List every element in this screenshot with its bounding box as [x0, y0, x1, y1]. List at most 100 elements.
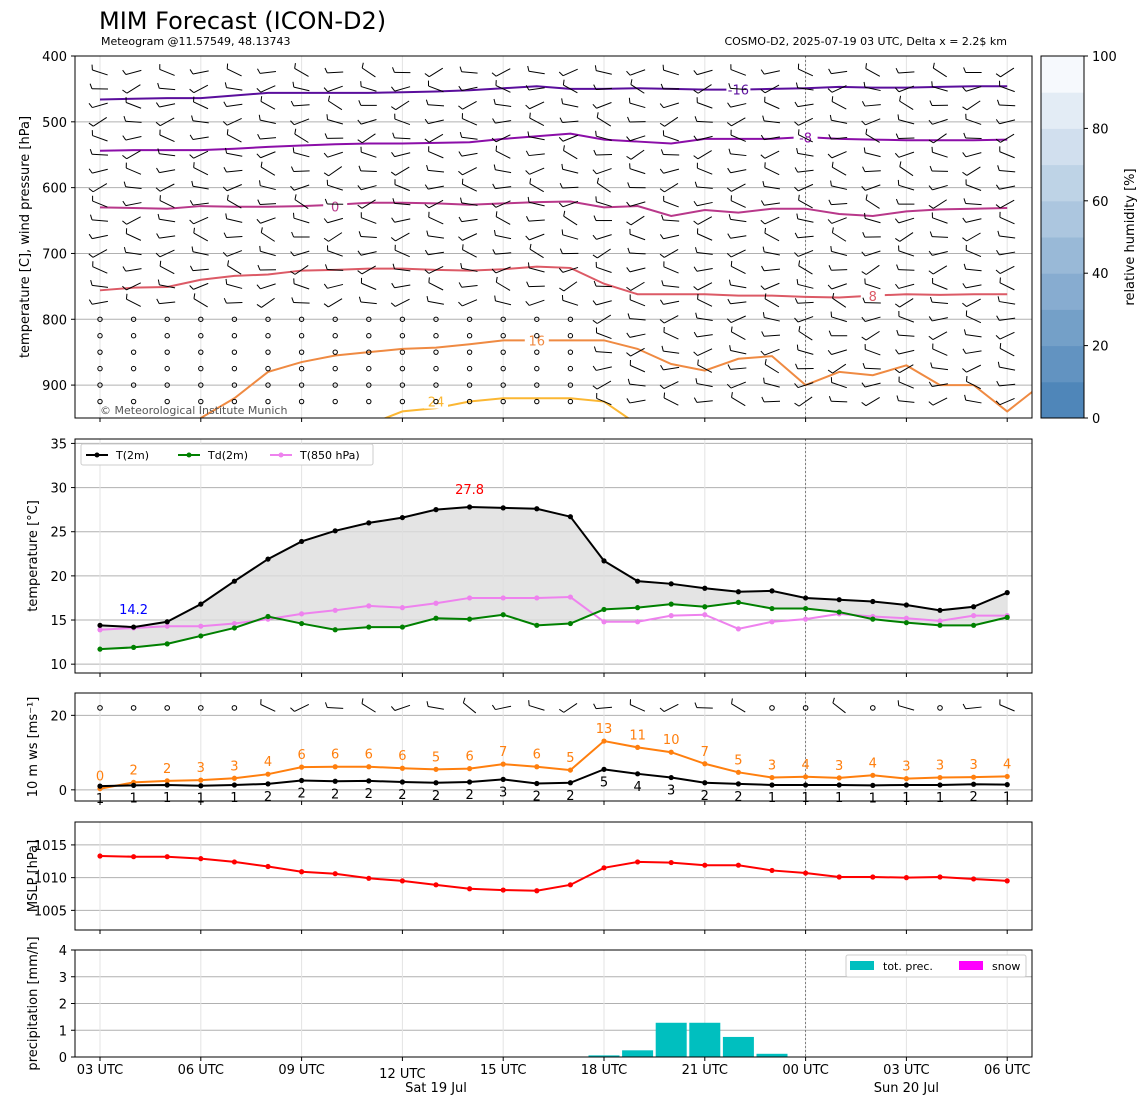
barb-staff	[159, 236, 175, 238]
series-t2m-point	[165, 619, 170, 624]
wind-barb-icon	[461, 244, 479, 257]
wind-barb-icon	[325, 67, 343, 73]
series-mslp-point	[937, 874, 942, 879]
barb-feather	[527, 66, 530, 71]
barb-feather	[559, 287, 564, 292]
series-t850-point	[400, 605, 405, 610]
barb-feather	[661, 346, 664, 351]
wind-barb-icon	[929, 181, 948, 191]
series-gust-point	[400, 766, 405, 771]
barb-feather	[259, 699, 263, 704]
wind-barb-icon	[662, 261, 681, 273]
barb-staff	[664, 201, 679, 207]
wind-barb-icon	[862, 100, 880, 107]
barb-feather	[191, 181, 194, 186]
barb-feather	[763, 97, 767, 102]
series-t850-point	[803, 617, 808, 622]
barb-feather	[931, 344, 935, 349]
series-wind-speed-point	[635, 771, 640, 776]
barb-feather	[762, 312, 765, 317]
colorbar-segment	[1041, 237, 1084, 274]
barb-staff	[798, 236, 814, 237]
wind-speed-label: 3	[667, 784, 675, 799]
wind-barb-icon	[324, 81, 343, 92]
wind-barb-icon	[996, 196, 1014, 209]
barb-staff	[159, 104, 175, 107]
barb-feather	[391, 86, 394, 91]
barb-feather	[696, 360, 700, 365]
barb-staff	[664, 267, 679, 273]
calm-wind-icon	[333, 350, 337, 354]
barb-staff	[898, 72, 914, 73]
barb-feather	[694, 351, 698, 356]
wind-barb-icon	[562, 211, 580, 225]
barb-staff	[260, 218, 275, 223]
wind-barb-icon	[427, 81, 446, 92]
barb-staff	[260, 71, 276, 73]
wind-barb-icon	[895, 228, 913, 242]
barb-staff	[361, 283, 376, 289]
precip-bar	[656, 1023, 687, 1057]
barb-feather	[829, 181, 832, 186]
wind-barb-icon	[324, 280, 343, 289]
series-td2m-point	[534, 623, 539, 628]
calm-wind-icon	[266, 350, 270, 354]
barb-feather	[964, 198, 966, 203]
barb-feather	[89, 187, 93, 192]
barb-staff	[328, 101, 341, 110]
barb-feather	[493, 118, 496, 123]
series-wind-speed-point	[601, 767, 606, 772]
wind-barb-icon	[930, 100, 948, 105]
series-t2m-point	[299, 539, 304, 544]
barb-staff	[362, 200, 376, 208]
wind-barb-icon	[862, 246, 881, 256]
barb-staff	[228, 266, 242, 274]
barb-feather	[392, 283, 395, 288]
barb-staff	[226, 104, 242, 106]
calm-wind-icon	[131, 350, 135, 354]
calm-wind-icon	[131, 366, 135, 370]
wind-barb-icon	[324, 294, 342, 308]
barb-feather	[863, 147, 866, 152]
wind-barb-icon	[593, 230, 612, 240]
wind-barb-icon	[863, 166, 881, 172]
series-t2m-point	[937, 608, 942, 613]
barb-feather	[897, 180, 900, 185]
barb-staff	[92, 220, 108, 221]
wind-barb-icon	[762, 330, 780, 336]
wind-barb-icon	[89, 230, 108, 239]
barb-feather	[192, 228, 196, 233]
wind-barb-icon	[761, 147, 779, 160]
barb-feather	[931, 212, 935, 217]
calm-wind-icon	[367, 399, 371, 403]
barb-staff	[362, 68, 375, 77]
wind-speed-label: 2	[264, 790, 272, 805]
calm-wind-icon	[467, 334, 471, 338]
barb-feather	[962, 237, 966, 242]
series-gust-point	[769, 775, 774, 780]
barb-feather	[964, 133, 966, 138]
barb-staff	[832, 218, 847, 224]
series-mslp-point	[400, 878, 405, 883]
wind-barb-icon	[962, 229, 980, 242]
wind-barb-icon	[158, 195, 176, 207]
barb-feather	[932, 63, 936, 68]
gust-label: 6	[331, 748, 339, 763]
barb-staff	[664, 103, 679, 108]
series-mslp-point	[635, 859, 640, 864]
wind-speed-label: 2	[533, 789, 541, 804]
isotherm-line	[100, 134, 1007, 151]
barb-feather	[897, 245, 901, 250]
barb-staff	[160, 135, 175, 142]
barb-feather	[628, 98, 631, 103]
barb-feather	[996, 250, 999, 255]
barb-feather	[190, 69, 193, 74]
isotherm-label: 16	[529, 334, 546, 349]
wind-barb-icon	[326, 114, 345, 124]
wind-barb-icon	[122, 212, 140, 225]
barb-staff	[631, 216, 644, 225]
gust-label: 0	[96, 770, 104, 785]
wind-barb-icon	[190, 147, 208, 159]
wind-barb-icon	[728, 231, 747, 239]
wind-barb-icon	[157, 231, 176, 238]
